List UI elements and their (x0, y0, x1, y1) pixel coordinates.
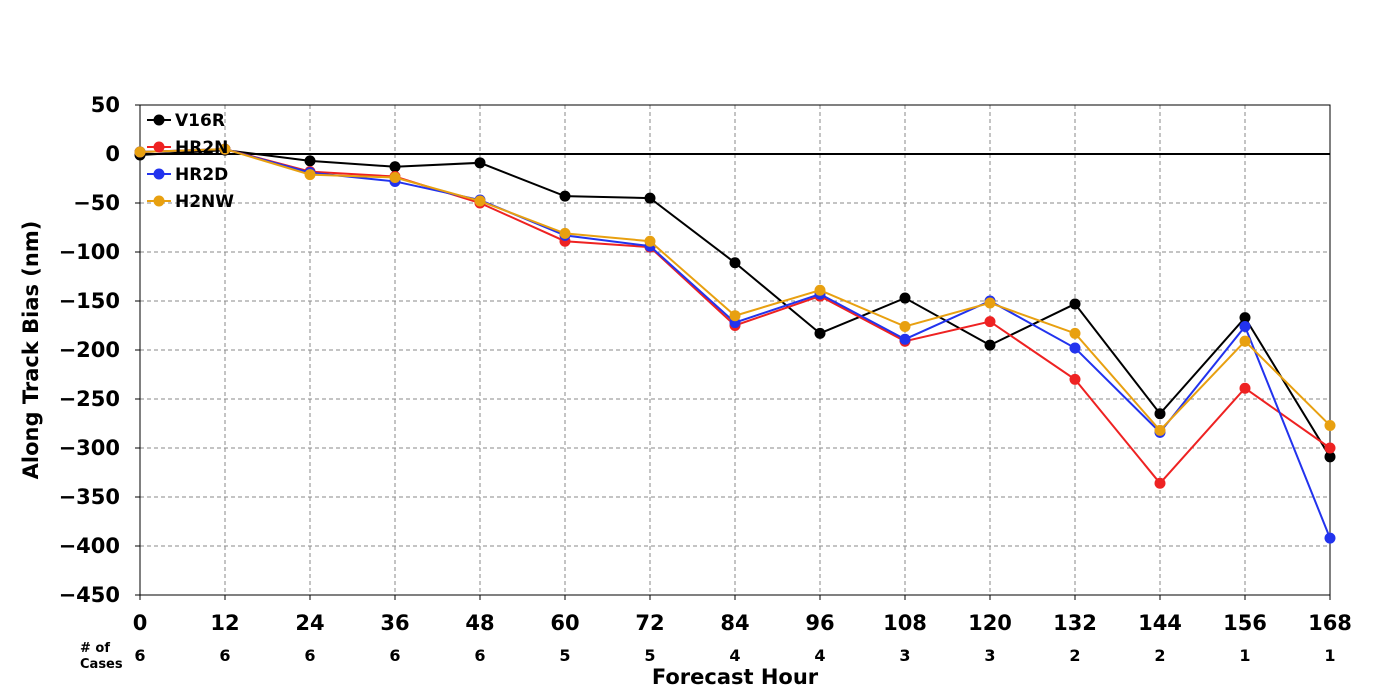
case-count: 2 (1069, 646, 1080, 665)
x-tick-label: 12 (210, 611, 239, 635)
data-point-v16r (1239, 312, 1251, 324)
legend-marker-hr2n (153, 141, 165, 153)
data-point-h2nw (559, 227, 571, 239)
x-tick-label: 60 (550, 611, 579, 635)
x-tick-label: 72 (635, 611, 664, 635)
data-point-h2nw (134, 146, 146, 158)
data-point-h2nw (1324, 419, 1336, 431)
data-point-h2nw (304, 169, 316, 181)
x-tick-label: 156 (1223, 611, 1267, 635)
case-count: 4 (729, 646, 740, 665)
case-count: 6 (219, 646, 230, 665)
case-count: 2 (1154, 646, 1165, 665)
data-point-v16r (559, 190, 571, 202)
x-axis-label: Forecast Hour (652, 665, 819, 689)
y-tick-label: −100 (59, 240, 120, 264)
legend-marker-v16r (153, 114, 165, 126)
data-point-hr2d (1324, 532, 1336, 544)
cases-label-line2: Cases (80, 657, 123, 672)
legend-marker-hr2d (153, 168, 165, 180)
data-point-hr2n (1324, 442, 1336, 454)
data-point-hr2d (899, 333, 911, 345)
y-axis-label: Along Track Bias (nm) (19, 221, 43, 480)
case-count: 6 (304, 646, 315, 665)
data-point-v16r (644, 192, 656, 204)
data-point-v16r (1154, 408, 1166, 420)
y-tick-label: −400 (59, 534, 120, 558)
x-tick-label: 36 (380, 611, 409, 635)
legend-marker-h2nw (153, 195, 165, 207)
x-tick-label: 120 (968, 611, 1012, 635)
case-count: 3 (984, 646, 995, 665)
data-point-h2nw (219, 143, 231, 155)
data-point-hr2d (1069, 342, 1081, 354)
data-point-h2nw (1239, 335, 1251, 347)
y-tick-label: −350 (59, 485, 120, 509)
x-tick-label: 0 (133, 611, 148, 635)
case-count: 5 (559, 646, 570, 665)
data-point-v16r (729, 257, 741, 269)
axes (135, 104, 1331, 600)
data-point-v16r (899, 292, 911, 304)
legend-label-h2nw: H2NW (175, 192, 234, 212)
x-tick-label: 108 (883, 611, 927, 635)
cases-label-line1: # of (80, 641, 110, 656)
legend: V16R HR2N HR2D H2NW (147, 111, 234, 212)
data-point-hr2n (984, 316, 996, 328)
data-point-v16r (389, 161, 401, 173)
case-count: 3 (899, 646, 910, 665)
y-tick-label: −150 (59, 289, 120, 313)
legend-label-v16r: V16R (175, 111, 225, 131)
data-point-h2nw (814, 284, 826, 296)
x-tick-label: 96 (805, 611, 834, 635)
data-point-h2nw (899, 320, 911, 332)
x-tick-label: 132 (1053, 611, 1097, 635)
y-tick-label: 0 (105, 142, 120, 166)
x-tick-label: 168 (1308, 611, 1352, 635)
data-point-h2nw (729, 310, 741, 322)
y-tick-label: −250 (59, 387, 120, 411)
cases-row: # of Cases 6 6 6 6 6 5 5 4 4 3 3 2 2 1 1 (80, 641, 1336, 672)
series-lines (134, 143, 1336, 544)
x-tick-label: 84 (720, 611, 749, 635)
case-count: 1 (1324, 646, 1335, 665)
data-point-h2nw (984, 297, 996, 309)
y-tick-label: −300 (59, 436, 120, 460)
data-point-h2nw (644, 235, 656, 247)
grid-lines (140, 105, 1330, 595)
case-count: 6 (474, 646, 485, 665)
data-point-hr2n (1069, 373, 1081, 385)
data-point-v16r (304, 155, 316, 167)
y-tick-label: −50 (73, 191, 120, 215)
x-tick-label: 48 (465, 611, 494, 635)
case-count: 1 (1239, 646, 1250, 665)
tick-labels: 50 0 −50 −100 −150 −200 −250 −300 −350 −400 −450 0 1… (59, 93, 1352, 635)
data-point-h2nw (1154, 424, 1166, 436)
data-point-v16r (474, 157, 486, 169)
x-tick-label: 144 (1138, 611, 1182, 635)
y-tick-label: −450 (59, 583, 120, 607)
legend-label-hr2d: HR2D (175, 165, 228, 185)
data-point-h2nw (1069, 327, 1081, 339)
case-count: 5 (644, 646, 655, 665)
y-tick-label: −200 (59, 338, 120, 362)
data-point-h2nw (474, 195, 486, 207)
data-point-hr2d (1239, 320, 1251, 332)
legend-label-hr2n: HR2N (175, 138, 228, 158)
data-point-hr2n (1154, 477, 1166, 489)
data-point-h2nw (389, 172, 401, 184)
case-count: 6 (134, 646, 145, 665)
case-count: 4 (814, 646, 825, 665)
data-point-hr2n (1239, 382, 1251, 394)
data-point-v16r (1324, 451, 1336, 463)
data-point-v16r (814, 327, 826, 339)
data-point-v16r (1069, 298, 1081, 310)
x-tick-label: 24 (295, 611, 324, 635)
data-point-v16r (984, 339, 996, 351)
case-count: 6 (389, 646, 400, 665)
y-tick-label: 50 (91, 93, 120, 117)
